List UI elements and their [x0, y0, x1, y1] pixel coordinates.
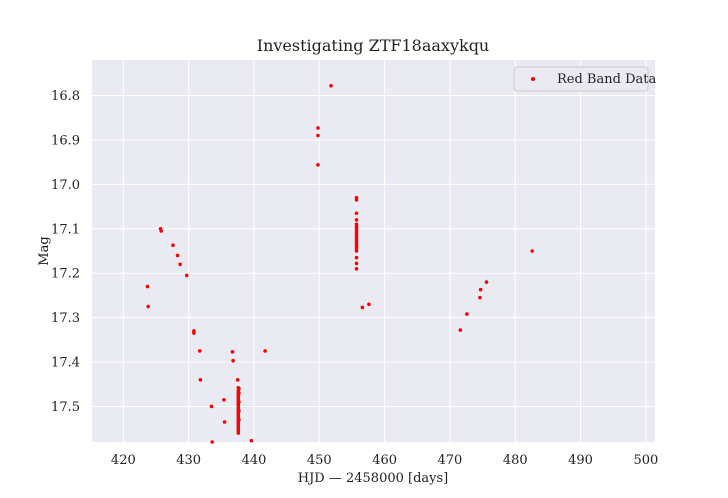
data-point — [222, 398, 226, 402]
legend-box — [513, 66, 649, 92]
x-tick-label: 460 — [372, 453, 397, 468]
data-point — [354, 218, 359, 222]
data-point — [236, 431, 241, 435]
y-tick-label: 17.3 — [51, 311, 80, 326]
y-tick-label: 16.9 — [51, 133, 80, 148]
data-point — [222, 420, 227, 424]
data-point — [171, 243, 175, 248]
data-point — [263, 349, 267, 353]
data-point — [146, 304, 150, 309]
data-point — [237, 400, 241, 404]
data-point — [360, 305, 365, 310]
y-axis-label: Mag — [37, 236, 52, 265]
y-tick-label: 17.1 — [51, 222, 80, 237]
data-point — [145, 284, 150, 289]
data-point — [530, 249, 535, 253]
data-point — [178, 262, 182, 267]
data-point — [237, 409, 241, 413]
y-tick-label: 17.0 — [51, 178, 80, 193]
x-tick-label: 420 — [111, 453, 136, 468]
data-point — [354, 255, 359, 260]
data-point — [354, 261, 359, 266]
data-point — [478, 287, 483, 292]
x-tick-labels: 420 430 440 450 460 470 480 490 500 — [111, 453, 658, 468]
x-tick-label: 440 — [242, 453, 267, 468]
data-point — [237, 391, 241, 395]
data-point — [175, 253, 180, 258]
data-point — [209, 404, 214, 409]
data-point — [316, 133, 320, 138]
chart-title: Investigating ZTF18aaxykqu — [257, 36, 489, 55]
data-point — [198, 378, 203, 382]
y-tick-label: 16.8 — [51, 89, 80, 104]
data-point — [458, 328, 463, 332]
data-point — [354, 249, 359, 253]
x-tick-label: 490 — [568, 453, 593, 468]
data-point — [237, 417, 241, 422]
y-tick-label: 17.4 — [51, 356, 80, 371]
data-point — [235, 378, 240, 382]
data-point — [316, 126, 320, 130]
data-point — [237, 386, 241, 391]
legend-marker — [531, 77, 535, 81]
legend: Red Band Data — [513, 66, 656, 92]
y-tick-label: 17.5 — [51, 400, 80, 415]
data-point — [354, 211, 359, 216]
data-point — [159, 229, 164, 233]
data-point — [354, 198, 359, 202]
x-tick-label: 480 — [503, 453, 528, 468]
x-tick-label: 500 — [633, 453, 658, 468]
data-point — [484, 280, 489, 284]
data-point — [367, 302, 371, 307]
y-tick-label: 17.2 — [51, 267, 80, 282]
y-tick-labels: 16.8 16.9 17.0 17.1 17.2 17.3 17.4 17.5 — [51, 89, 80, 415]
data-point — [230, 350, 235, 354]
legend-label: Red Band Data — [557, 72, 656, 87]
data-point — [249, 438, 254, 443]
data-points — [145, 83, 535, 444]
x-tick-label: 450 — [307, 453, 332, 468]
plot-background — [92, 60, 655, 442]
data-point — [192, 331, 196, 335]
data-point — [316, 163, 320, 167]
x-axis-label: HJD — 2458000 [days] — [298, 471, 449, 486]
x-tick-label: 470 — [438, 453, 463, 468]
grid-lines — [92, 60, 655, 442]
data-point — [329, 83, 333, 88]
x-tick-label: 430 — [176, 453, 201, 468]
data-point — [197, 349, 202, 353]
data-point — [231, 358, 235, 363]
data-point — [478, 295, 482, 300]
data-point — [354, 266, 359, 271]
data-point — [465, 312, 469, 316]
data-point — [184, 273, 189, 278]
data-point — [210, 440, 214, 444]
